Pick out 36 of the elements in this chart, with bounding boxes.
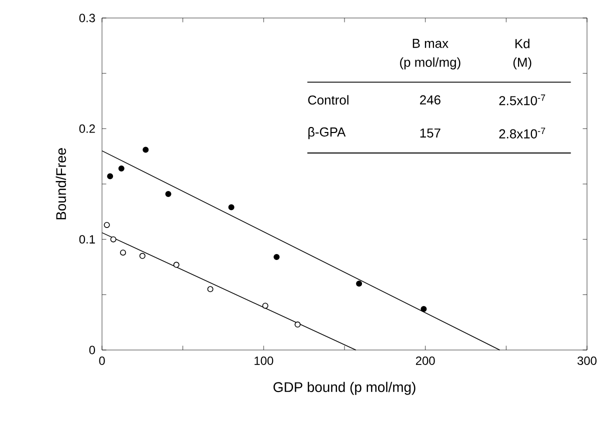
x-tick-label: 200 [416,356,435,365]
x-tick-label: 300 [577,356,597,365]
y-tick-label: 0.1 [79,235,95,244]
y-tick-label: 0.2 [79,124,95,133]
annotation: Control [308,95,348,105]
annotation: B max [412,38,448,48]
point [139,252,146,259]
annotation: 2.5x10$^{-7}$ [499,94,546,106]
point [104,222,110,228]
annotation: 246 [420,95,440,104]
point [118,166,124,172]
x-tick-label: 100 [254,356,274,365]
point [262,302,268,309]
point [165,190,172,197]
point [207,286,214,292]
y-tick-label: 0.3 [79,14,95,22]
annotation: Kd [515,38,530,48]
annotation: (p mol/mg) [400,57,460,70]
point [120,250,126,256]
point [142,146,149,153]
point [420,306,427,312]
point [356,280,362,287]
point [173,262,180,268]
point [107,173,114,180]
y-tick-label: 0 [89,346,96,354]
point [294,322,301,328]
y-axis-title: Bound/Free [56,148,66,220]
x-axis-title: GDP bound (p mol/mg) [274,382,416,395]
annotation: β-GPA [308,127,346,140]
point [228,204,234,210]
annotation: 157 [420,128,440,138]
point [110,236,116,242]
point [274,254,280,260]
annotation: 2.8x10$^{-7}$ [499,128,546,138]
annotation: (M) [513,57,532,70]
x-tick-label: 0 [99,356,105,365]
